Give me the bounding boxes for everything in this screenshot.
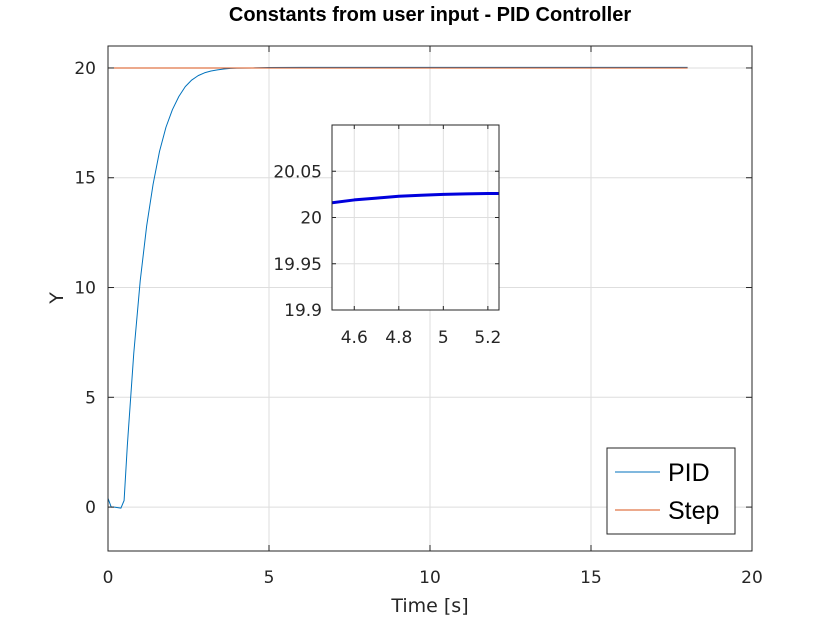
main-y-tick-label: 20: [74, 59, 96, 79]
legend: PID Step: [606, 447, 736, 535]
main-y-tick-label: 5: [85, 388, 96, 408]
main-y-tick-label: 0: [85, 498, 96, 518]
legend-label-step: Step: [668, 497, 719, 525]
legend-label-pid: PID: [668, 459, 710, 487]
main-x-tick-label: 15: [580, 568, 602, 588]
inset-x-tick-label: 5.2: [474, 328, 501, 348]
inset-y-tick-label: 20.05: [273, 162, 322, 182]
x-axis-label: Time [s]: [390, 595, 468, 617]
series-line-pid: [108, 66, 688, 509]
inset-x-tick-label: 5: [438, 328, 449, 348]
inset-y-tick-label: 19.9: [284, 301, 322, 321]
chart-title: Constants from user input - PID Controll…: [229, 4, 631, 26]
inset-y-tick-label: 19.95: [273, 255, 322, 275]
main-x-tick-label: 5: [264, 568, 275, 588]
y-axis-label: Y: [46, 292, 68, 305]
main-y-tick-label: 10: [74, 279, 96, 299]
inset-series-line: [332, 191, 499, 205]
main-x-tick-label: 10: [419, 568, 441, 588]
main-y-tick-label: 15: [74, 169, 96, 189]
inset-axes: 4.6 4.8 5 5.2 19.9 19.95 20 20.05: [273, 124, 501, 348]
inset-x-tick-label: 4.6: [341, 328, 368, 348]
inset-y-tick-label: 20: [300, 209, 322, 229]
main-x-tick-label: 20: [741, 568, 763, 588]
legend-box: [606, 447, 736, 535]
inset-x-tick-label: 4.8: [385, 328, 412, 348]
main-x-tick-label: 0: [103, 568, 114, 588]
